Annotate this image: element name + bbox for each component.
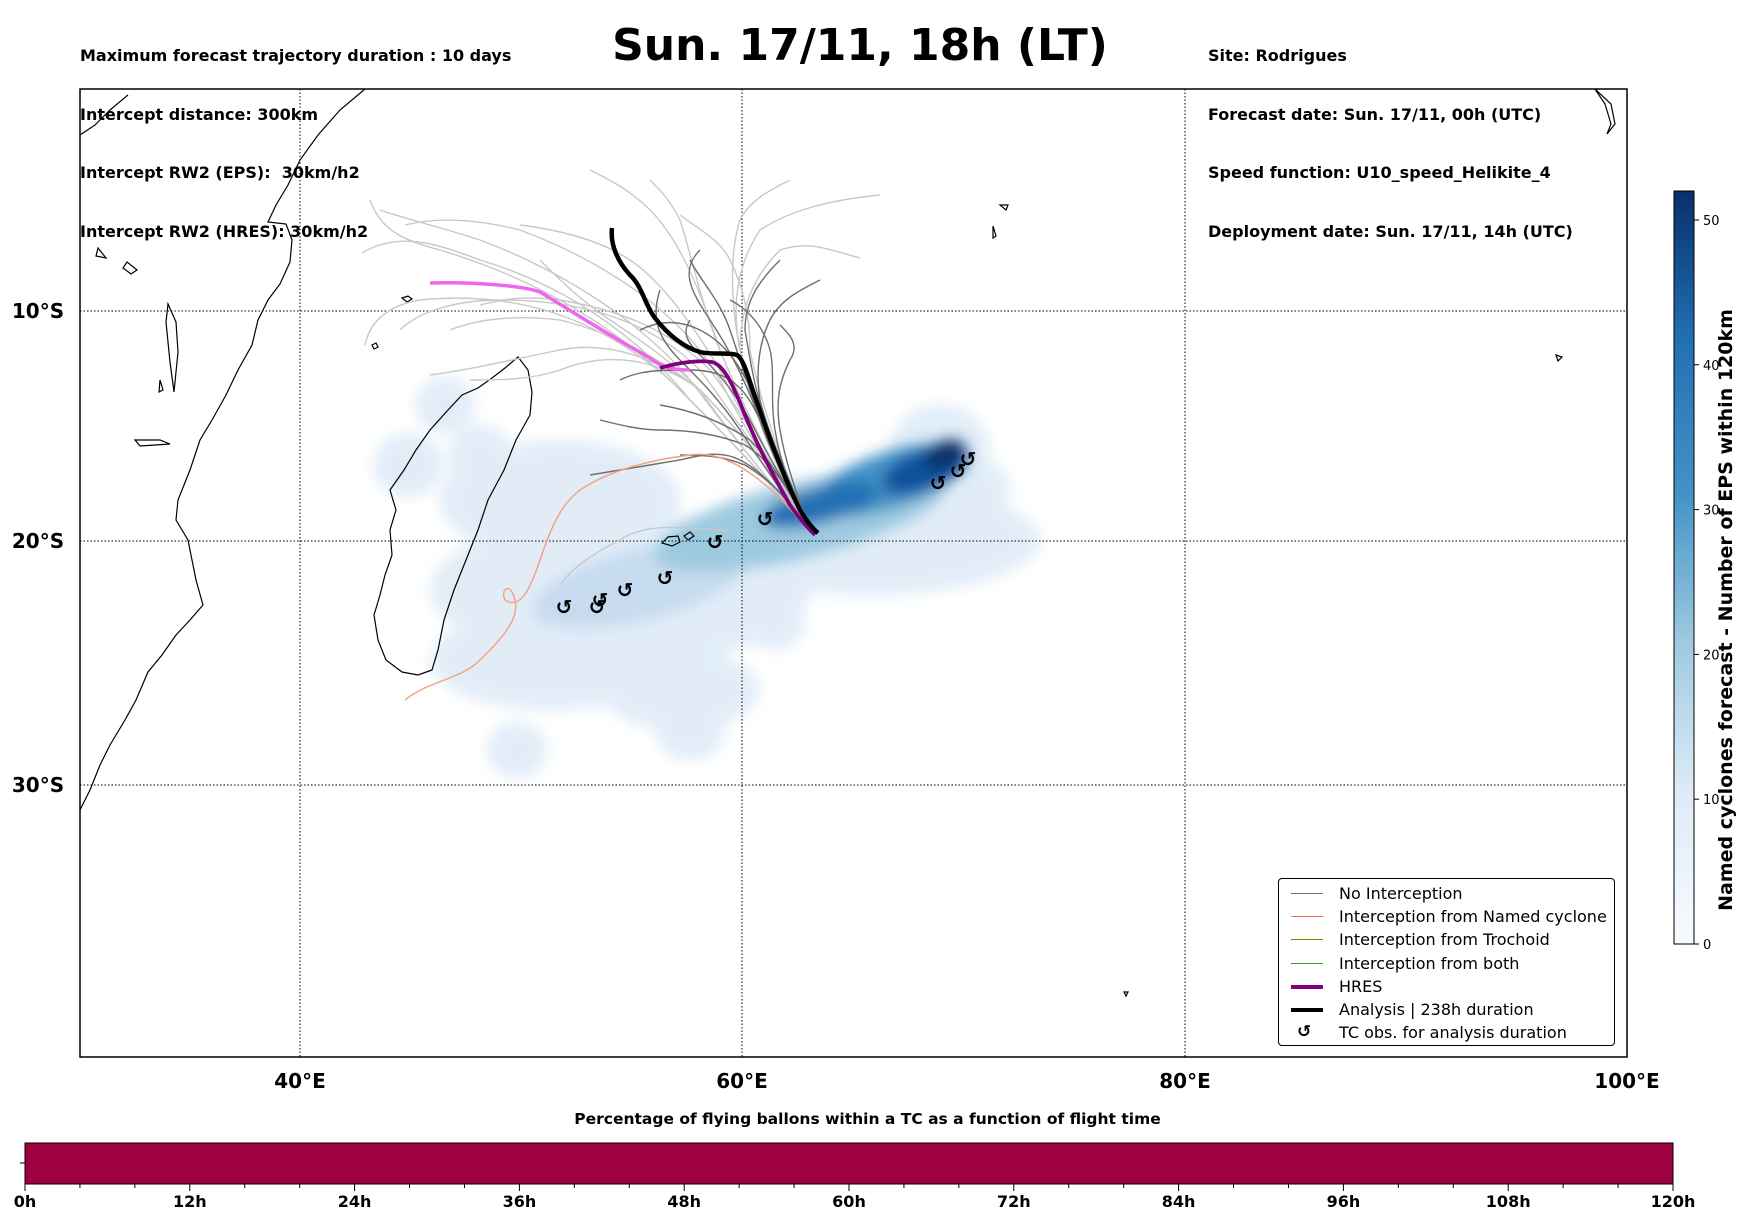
legend-item-trochoid: Interception from Trochoid (1287, 928, 1614, 951)
eps-trajectories (361, 169, 881, 701)
colorbar-tick-label: 40 (1703, 359, 1720, 374)
graticule (80, 89, 1627, 1057)
timebar-tick-label: 48h (667, 1192, 701, 1211)
site-line: Deployment date: Sun. 17/11, 14h (UTC) (1208, 221, 1573, 241)
timebar-tick-label: 84h (1162, 1192, 1196, 1211)
site-info: Site: Rodrigues Forecast date: Sun. 17/1… (1208, 7, 1573, 261)
param-line: Maximum forecast trajectory duration : 1… (80, 46, 512, 65)
colorbar-tick-label: 20 (1703, 648, 1720, 663)
lat-label: 30°S (12, 773, 64, 797)
timebar-title: Percentage of flying ballons within a TC… (574, 1110, 1161, 1128)
legend-item-analysis: Analysis | 238h duration (1287, 998, 1614, 1021)
colorbar-tick-label: 0 (1703, 938, 1711, 953)
lon-label: 100°E (1594, 1069, 1659, 1093)
timebar-tick-label: 72h (997, 1192, 1031, 1211)
site-line: Speed function: U10_speed_Helikite_4 (1208, 163, 1551, 182)
forecast-parameters: Maximum forecast trajectory duration : 1… (80, 7, 511, 261)
site-line: Forecast date: Sun. 17/11, 00h (UTC) (1208, 104, 1542, 124)
legend-item-both: Interception from both (1287, 952, 1614, 975)
timebar-tick-label: 36h (503, 1192, 537, 1211)
colorbar-tick-label: 30 (1703, 504, 1720, 519)
map-title: Sun. 17/11, 18h (LT) (612, 20, 1108, 71)
param-line: Intercept distance: 300km (80, 104, 319, 124)
lat-label: 20°S (12, 529, 64, 553)
colorbar-tick-label: 10 (1703, 793, 1720, 808)
colorbar-tick-label: 50 (1703, 214, 1720, 229)
coastlines (80, 89, 1616, 998)
legend-item-tc-obs: ↺ TC obs. for analysis duration (1287, 1021, 1614, 1044)
timebar-tick-label: 12h (173, 1192, 207, 1211)
timebar-tick-label: 108h (1486, 1192, 1531, 1211)
colorbar-label: Named cyclones forecast - Number of EPS … (1715, 309, 1737, 911)
timebar-tick-label: 96h (1327, 1192, 1361, 1211)
hres-track (659, 359, 817, 537)
tc-obs-icon: ↺ (1297, 1022, 1312, 1043)
tc-obs-symbol: ↺ (757, 507, 774, 531)
tc-obs-symbol: ↺ (592, 588, 609, 612)
legend-item-no-interception: No Interception (1287, 882, 1614, 905)
tc-obs-symbol: ↺ (930, 471, 947, 495)
tc-observations: ↺ ↺ ↺ ↺ ↺ ↺ ↺ ↺ ↺ ↺ (556, 447, 977, 619)
map-frame (79, 88, 1628, 1058)
colorbar (1673, 190, 1695, 945)
tc-obs-symbol: ↺ (589, 595, 606, 619)
timebar (24, 1142, 1674, 1185)
lon-label: 60°E (716, 1069, 768, 1093)
cyclone-density-field (373, 377, 1040, 778)
analysis-track (609, 227, 820, 535)
timebar-tick-label: 24h (338, 1192, 372, 1211)
timebar-tick-label: 0h (14, 1192, 37, 1211)
site-line: Site: Rodrigues (1208, 46, 1347, 65)
tc-obs-symbol: ↺ (707, 530, 724, 554)
param-line: Intercept RW2 (HRES): 30km/h2 (80, 221, 369, 241)
tc-obs-symbol: ↺ (617, 578, 634, 602)
hres-track-magenta (429, 281, 691, 372)
param-line: Intercept RW2 (EPS): 30km/h2 (80, 163, 360, 182)
legend: No Interception Interception from Named … (1278, 878, 1615, 1046)
tc-obs-symbol: ↺ (960, 447, 977, 471)
legend-item-hres: HRES (1287, 975, 1614, 998)
tc-obs-symbol: ↺ (950, 459, 967, 483)
tc-obs-symbol: ↺ (657, 566, 674, 590)
legend-item-named-cyclone: Interception from Named cyclone (1287, 905, 1614, 928)
lon-label: 40°E (274, 1069, 326, 1093)
lat-label: 10°S (12, 299, 64, 323)
tc-obs-symbol: ↺ (556, 595, 573, 619)
timebar-tick-label: 120h (1651, 1192, 1696, 1211)
lon-label: 80°E (1159, 1069, 1211, 1093)
timebar-tick-label: 60h (832, 1192, 866, 1211)
